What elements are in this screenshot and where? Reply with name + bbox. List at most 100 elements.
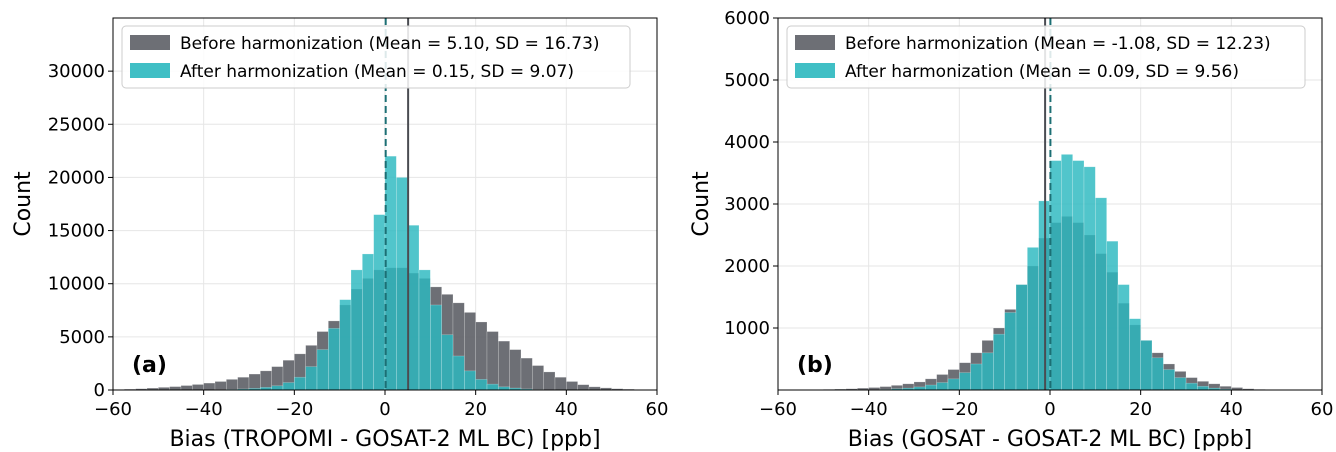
bar-after-a — [305, 366, 318, 391]
bar-before-a — [520, 357, 533, 391]
panel-label-a: (a) — [132, 353, 167, 378]
bar-after-b — [1117, 284, 1130, 391]
bar-after-b — [1027, 247, 1039, 391]
legend-label-before-b: Before harmonization (Mean = -1.08, SD =… — [845, 34, 1271, 54]
legend-b: Before harmonization (Mean = -1.08, SD =… — [786, 25, 1306, 89]
legend-label-before-a: Before harmonization (Mean = 5.10, SD = … — [180, 34, 600, 54]
x-tick-label: 20 — [1129, 399, 1152, 420]
y-axis-label-b: Count — [689, 171, 714, 237]
panel-a: −60 −40 −20 0 20 40 60 0 5000 10000 15000 20000 250… — [11, 17, 668, 452]
bar-after-a — [418, 269, 431, 391]
bar-after-b — [1197, 385, 1209, 391]
y-tick-label: 30000 — [48, 61, 105, 82]
bar-before-a — [509, 349, 522, 391]
y-tick-label: 4000 — [724, 132, 770, 153]
bar-before-a — [169, 386, 182, 391]
legend-a: Before harmonization (Mean = 5.10, SD = … — [121, 25, 631, 89]
y-tick-label: 15000 — [48, 221, 105, 242]
bar-after-b — [1174, 377, 1187, 391]
bar-after-b — [970, 363, 983, 391]
bar-after-b — [959, 372, 971, 391]
x-tick-label: 0 — [379, 399, 390, 420]
bar-before-a — [214, 381, 227, 391]
bar-after-b — [1106, 240, 1119, 391]
bar-after-b — [947, 378, 960, 391]
y-tick-label: 3000 — [724, 194, 770, 215]
bar-before-a — [532, 365, 544, 391]
bar-after-b — [1083, 166, 1096, 391]
bar-after-b — [925, 384, 937, 391]
bar-before-a — [248, 373, 261, 391]
bar-after-a — [282, 382, 295, 391]
histogram-b — [811, 154, 1266, 391]
bar-after-b — [1049, 160, 1062, 391]
bar-before-a — [543, 371, 556, 391]
y-tick-label: 10000 — [48, 274, 105, 295]
bar-after-a — [350, 269, 363, 391]
bar-after-a — [362, 253, 374, 391]
bar-after-b — [1072, 160, 1085, 391]
y-tick-label: 5000 — [59, 327, 105, 348]
x-tick-label: 40 — [1220, 399, 1243, 420]
panel-b: −60 −40 −20 0 20 40 60 1000 2000 3000 4000 5000 600… — [689, 8, 1333, 452]
legend-box-b — [786, 25, 1306, 89]
x-axis-label-b: Bias (GOSAT - GOSAT-2 ML BC) [ppb] — [848, 427, 1253, 452]
x-tick-label: −40 — [850, 399, 888, 420]
bar-before-a — [192, 384, 204, 391]
legend-swatch-before-a — [130, 35, 170, 50]
bar-before-a — [577, 384, 590, 391]
x-ticks-b: −60 −40 −20 0 20 40 60 — [759, 390, 1333, 420]
bar-before-a — [486, 331, 499, 391]
bar-after-a — [294, 376, 306, 391]
bar-after-a — [430, 304, 442, 391]
bar-after-b — [1129, 318, 1141, 391]
x-tick-label: 60 — [1311, 399, 1334, 420]
bar-before-a — [237, 376, 250, 391]
bar-after-a — [328, 328, 340, 391]
bar-after-a — [271, 385, 284, 391]
bar-before-a — [226, 379, 238, 391]
bar-after-b — [1163, 369, 1175, 391]
bar-after-b — [1004, 312, 1017, 391]
y-ticks-b: 1000 2000 3000 4000 5000 6000 — [724, 8, 778, 339]
bar-before-a — [203, 382, 216, 391]
bar-after-a — [475, 379, 488, 391]
bar-before-a — [498, 340, 510, 391]
bar-after-b — [1015, 284, 1028, 391]
bar-before-a — [180, 385, 193, 391]
bar-after-a — [407, 224, 420, 391]
y-tick-label: 20000 — [48, 167, 105, 188]
bar-after-b — [981, 352, 994, 391]
x-tick-label: 60 — [646, 399, 669, 420]
bar-after-b — [1140, 340, 1153, 391]
panel-label-b: (b) — [797, 353, 833, 378]
y-tick-label: 2000 — [724, 256, 770, 277]
x-tick-label: −20 — [940, 399, 978, 420]
y-axis-label-a: Count — [11, 171, 36, 237]
bar-after-a — [339, 299, 352, 391]
x-tick-label: 40 — [555, 399, 578, 420]
bar-before-a — [554, 376, 567, 391]
bar-after-a — [486, 383, 499, 391]
bar-after-b — [1095, 197, 1107, 391]
y-tick-label: 6000 — [724, 8, 770, 29]
histogram-a — [112, 155, 658, 391]
bar-after-b — [993, 333, 1005, 391]
legend-swatch-after-b — [795, 63, 835, 78]
y-tick-label: 1000 — [724, 318, 770, 339]
x-tick-label: 20 — [464, 399, 487, 420]
bar-after-a — [384, 155, 397, 391]
bar-after-b — [1185, 382, 1198, 391]
bar-after-a — [452, 355, 465, 391]
legend-swatch-after-a — [130, 63, 170, 78]
legend-label-after-a: After harmonization (Mean = 0.15, SD = 9… — [180, 62, 574, 82]
bar-before-a — [566, 381, 578, 391]
bar-after-a — [441, 334, 454, 391]
y-ticks-a: 0 5000 10000 15000 20000 25000 30000 — [48, 61, 113, 401]
x-ticks-a: −60 −40 −20 0 20 40 60 — [94, 390, 668, 420]
x-tick-label: 0 — [1044, 399, 1055, 420]
x-tick-label: −20 — [275, 399, 313, 420]
bar-after-b — [1151, 357, 1164, 391]
x-axis-label-a: Bias (TROPOMI - GOSAT-2 ML BC) [ppb] — [169, 427, 600, 452]
